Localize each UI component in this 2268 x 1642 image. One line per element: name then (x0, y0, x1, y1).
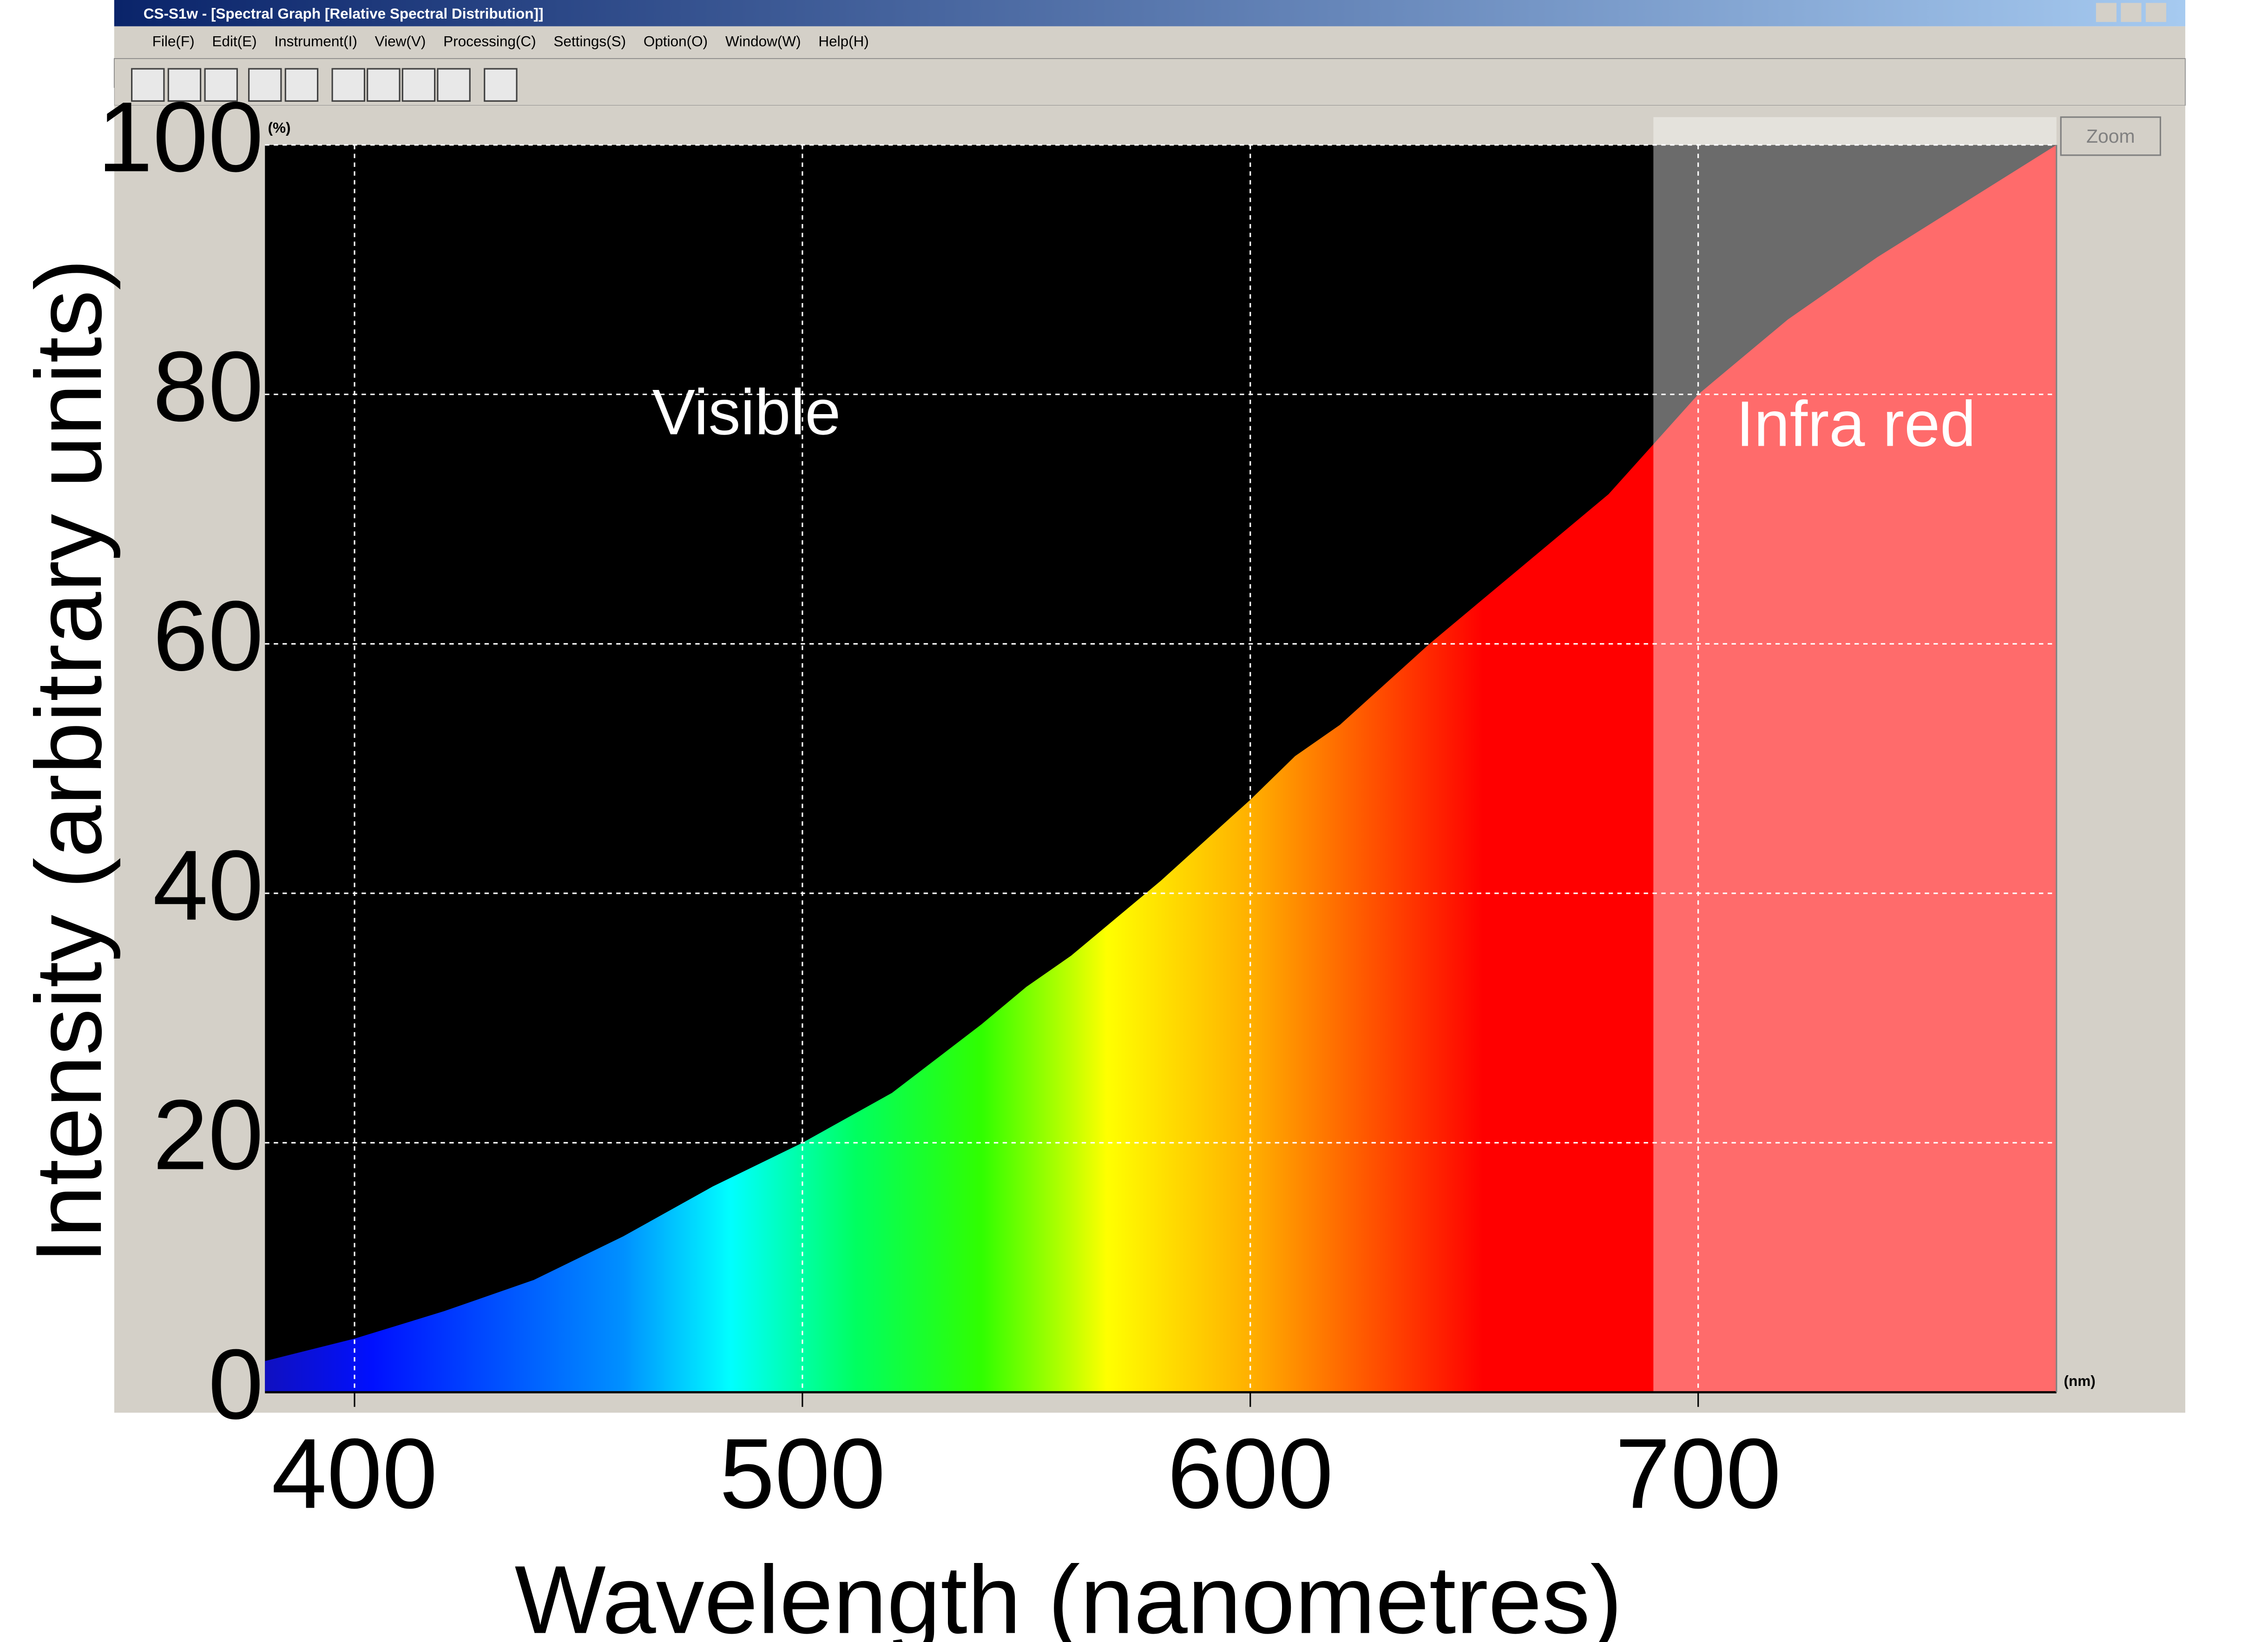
toolbar-button[interactable] (131, 68, 165, 102)
menu-item[interactable]: File(F) (152, 33, 195, 50)
x-axis-title: Wavelength (nanometres) (515, 1546, 1623, 1642)
toolbar-button[interactable] (437, 68, 471, 102)
toolbar-button[interactable] (284, 68, 319, 102)
toolbar-button[interactable] (401, 68, 436, 102)
menu-item[interactable]: View(V) (375, 33, 426, 50)
toolbar-button[interactable] (248, 68, 282, 102)
menu-item[interactable]: Window(W) (725, 33, 801, 50)
zoom-label: Zoom (2086, 125, 2135, 147)
x-tick-label: 700 (1615, 1418, 1781, 1529)
region-label: Infra red (1736, 389, 1976, 460)
x-tick-label: 400 (271, 1418, 437, 1529)
zoom-button[interactable] (2060, 116, 2161, 156)
toolbar-button[interactable] (331, 68, 365, 102)
menu-item[interactable]: Option(O) (644, 33, 708, 50)
x-tick-label: 500 (719, 1418, 885, 1529)
toolbar-button[interactable] (204, 68, 238, 102)
title-bar (114, 0, 2185, 26)
menu-item[interactable]: Edit(E) (212, 33, 256, 50)
menu-item[interactable]: Processing(C) (443, 33, 536, 50)
menu-item[interactable]: Instrument(I) (274, 33, 357, 50)
spectrum-area (265, 145, 2057, 1392)
y-tick-label: 60 (153, 580, 263, 692)
menu-item[interactable]: Help(H) (818, 33, 868, 50)
y-axis-title: Intensity (arbitrary units) (16, 259, 121, 1264)
minimize-button[interactable] (2096, 3, 2117, 22)
y-tick-label: 80 (153, 331, 263, 442)
infrared-header (1653, 117, 2057, 145)
infrared-region (1653, 145, 2057, 1392)
toolbar-button[interactable] (167, 68, 202, 102)
y-tick-label: 20 (153, 1079, 263, 1190)
toolbar-buttons (131, 68, 518, 102)
y-tick-label: 40 (153, 830, 263, 941)
x-unit: (nm) (2064, 1372, 2096, 1389)
left-margin (0, 87, 114, 1640)
window-title: CS-S1w - [Spectral Graph [Relative Spect… (144, 5, 544, 22)
y-unit: (%) (268, 119, 291, 136)
y-tick-label: 0 (208, 1329, 263, 1440)
menu-item[interactable]: Settings(S) (553, 33, 626, 50)
close-button[interactable] (2145, 3, 2167, 22)
menu-bar (114, 26, 2185, 59)
region-label: Visible (652, 376, 841, 448)
x-tick-label: 600 (1167, 1418, 1333, 1529)
restore-button[interactable] (2121, 3, 2142, 22)
toolbar-button[interactable] (484, 68, 518, 102)
bottom-margin (0, 1412, 2268, 1642)
y-tick-label: 100 (98, 81, 263, 192)
toolbar-button[interactable] (367, 68, 401, 102)
